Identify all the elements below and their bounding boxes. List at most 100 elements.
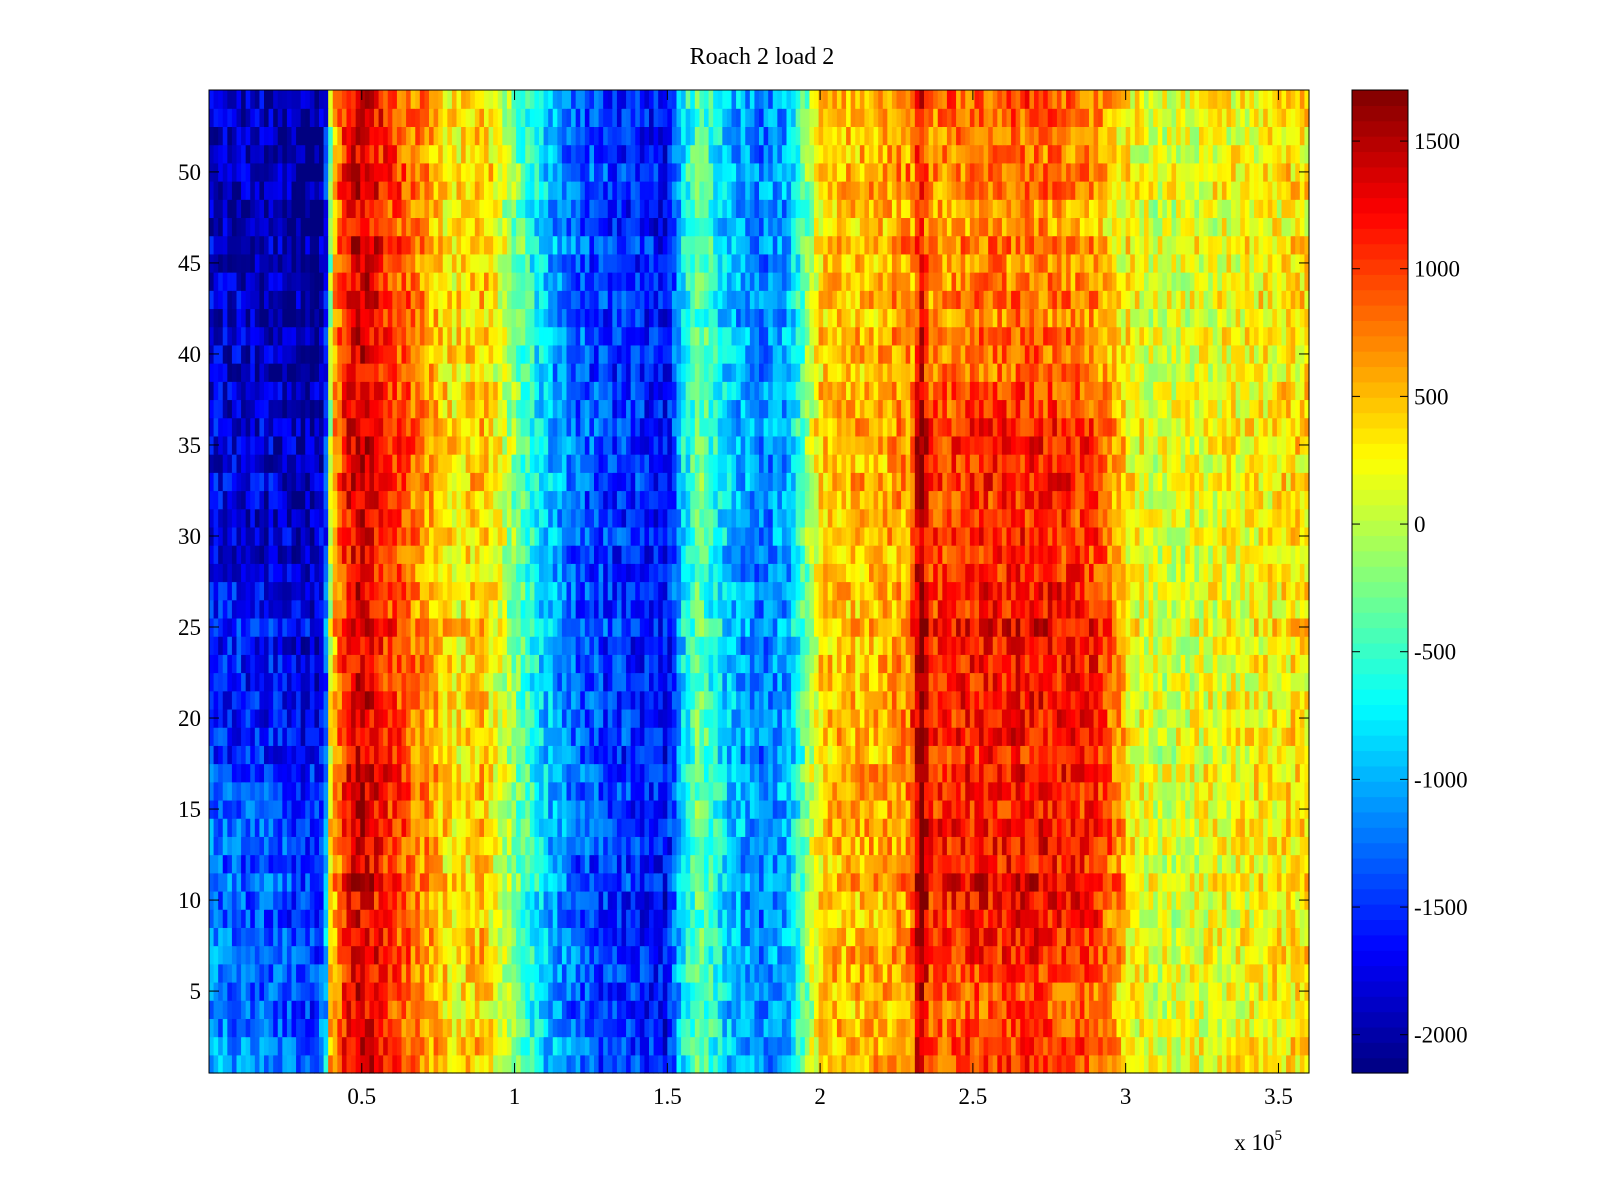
heatmap-cell bbox=[905, 909, 911, 928]
heatmap-cell bbox=[676, 963, 682, 983]
heatmap-cell bbox=[254, 727, 261, 746]
heatmap-cell bbox=[781, 708, 788, 728]
heatmap-cell bbox=[662, 1018, 668, 1038]
heatmap-cell bbox=[914, 745, 921, 765]
heatmap-cell bbox=[1221, 854, 1228, 874]
heatmap-cell bbox=[1217, 799, 1223, 819]
heatmap-cell bbox=[424, 836, 430, 856]
heatmap-cell bbox=[351, 927, 357, 947]
heatmap-cell bbox=[1254, 1018, 1260, 1038]
heatmap-cell bbox=[1075, 1018, 1081, 1038]
heatmap-cell bbox=[231, 1000, 238, 1019]
heatmap-cell bbox=[1290, 1018, 1296, 1038]
heatmap-cell bbox=[827, 799, 833, 819]
heatmap-cell bbox=[933, 690, 939, 710]
heatmap-cell bbox=[571, 909, 577, 928]
heatmap-cell bbox=[1024, 763, 1031, 783]
heatmap-cell bbox=[997, 1000, 1003, 1019]
heatmap-cell bbox=[612, 1036, 618, 1056]
heatmap-cell bbox=[1006, 836, 1012, 856]
heatmap-cell bbox=[580, 799, 586, 819]
heatmap-cell bbox=[965, 945, 971, 965]
heatmap-cell bbox=[974, 890, 980, 910]
heatmap-cell bbox=[804, 799, 811, 819]
heatmap-cell bbox=[328, 945, 334, 965]
heatmap-cell bbox=[277, 1036, 283, 1056]
heatmap-cell bbox=[1231, 963, 1237, 983]
heatmap-cell bbox=[1024, 854, 1031, 874]
heatmap-cell bbox=[1130, 927, 1136, 947]
heatmap-cell bbox=[534, 836, 540, 856]
heatmap-cell bbox=[896, 727, 902, 746]
heatmap-cell bbox=[919, 708, 925, 728]
heatmap-cell bbox=[649, 708, 655, 728]
heatmap-cell bbox=[1011, 1036, 1017, 1056]
heatmap-cell bbox=[630, 745, 636, 765]
heatmap-cell bbox=[781, 945, 788, 965]
heatmap-cell bbox=[653, 727, 659, 746]
heatmap-cell bbox=[887, 1000, 893, 1019]
heatmap-cell bbox=[451, 945, 458, 965]
heatmap-cell bbox=[309, 981, 316, 1001]
heatmap-cell bbox=[777, 745, 783, 765]
heatmap-cell bbox=[1304, 945, 1310, 965]
heatmap-cell bbox=[351, 1000, 357, 1019]
heatmap-cell bbox=[305, 799, 311, 819]
heatmap-cell bbox=[433, 854, 439, 874]
heatmap-cell bbox=[1171, 963, 1177, 983]
heatmap-cell bbox=[351, 872, 357, 892]
heatmap-cell bbox=[1295, 836, 1301, 856]
heatmap-cell bbox=[231, 854, 238, 874]
heatmap-cell bbox=[937, 981, 943, 1001]
heatmap-cell bbox=[1267, 945, 1273, 965]
heatmap-cell bbox=[951, 1000, 957, 1019]
heatmap-cell bbox=[580, 945, 586, 965]
heatmap-cell bbox=[447, 1018, 453, 1038]
heatmap-cell bbox=[685, 1000, 691, 1019]
heatmap-cell bbox=[731, 781, 737, 801]
heatmap-cell bbox=[859, 872, 866, 892]
heatmap-cell bbox=[497, 781, 503, 801]
heatmap-cell bbox=[296, 763, 302, 783]
heatmap-cell bbox=[442, 818, 448, 837]
heatmap-cell bbox=[653, 854, 659, 874]
heatmap-cell bbox=[846, 781, 852, 801]
heatmap-cell bbox=[1084, 799, 1090, 819]
heatmap-cell bbox=[827, 1036, 833, 1056]
heatmap-cell bbox=[305, 890, 311, 910]
heatmap-cell bbox=[969, 799, 976, 819]
heatmap-cell bbox=[1203, 854, 1209, 874]
heatmap-cell bbox=[346, 781, 352, 801]
heatmap-cell bbox=[254, 781, 261, 801]
heatmap-cell bbox=[1240, 909, 1246, 928]
heatmap-cell bbox=[374, 1036, 380, 1056]
heatmap-cell bbox=[667, 854, 673, 874]
heatmap-cell bbox=[1185, 781, 1191, 801]
heatmap-cell bbox=[497, 890, 503, 910]
heatmap-cell bbox=[1299, 963, 1306, 983]
heatmap-cell bbox=[286, 836, 293, 856]
heatmap-cell bbox=[740, 690, 746, 710]
heatmap-cell bbox=[855, 1036, 861, 1056]
heatmap-cell bbox=[1162, 1000, 1168, 1019]
heatmap-cell bbox=[584, 799, 591, 819]
heatmap-cell bbox=[658, 909, 664, 928]
heatmap-cell bbox=[378, 927, 384, 947]
heatmap-cell bbox=[708, 799, 714, 819]
heatmap-cell bbox=[809, 763, 815, 783]
heatmap-cell bbox=[520, 745, 526, 765]
heatmap-cell bbox=[658, 1018, 664, 1038]
heatmap-cell bbox=[983, 781, 989, 801]
heatmap-cell bbox=[424, 799, 430, 819]
heatmap-cell bbox=[268, 781, 274, 801]
heatmap-cell bbox=[552, 854, 558, 874]
heatmap-cell bbox=[914, 1000, 921, 1019]
heatmap-cell bbox=[1079, 872, 1086, 892]
heatmap-cell bbox=[1034, 727, 1040, 746]
heatmap-cell bbox=[937, 1000, 943, 1019]
heatmap-cell bbox=[772, 799, 778, 819]
heatmap-cell bbox=[493, 945, 499, 965]
heatmap-cell bbox=[731, 854, 737, 874]
heatmap-cell bbox=[1125, 745, 1131, 765]
heatmap-cell bbox=[901, 1054, 907, 1074]
